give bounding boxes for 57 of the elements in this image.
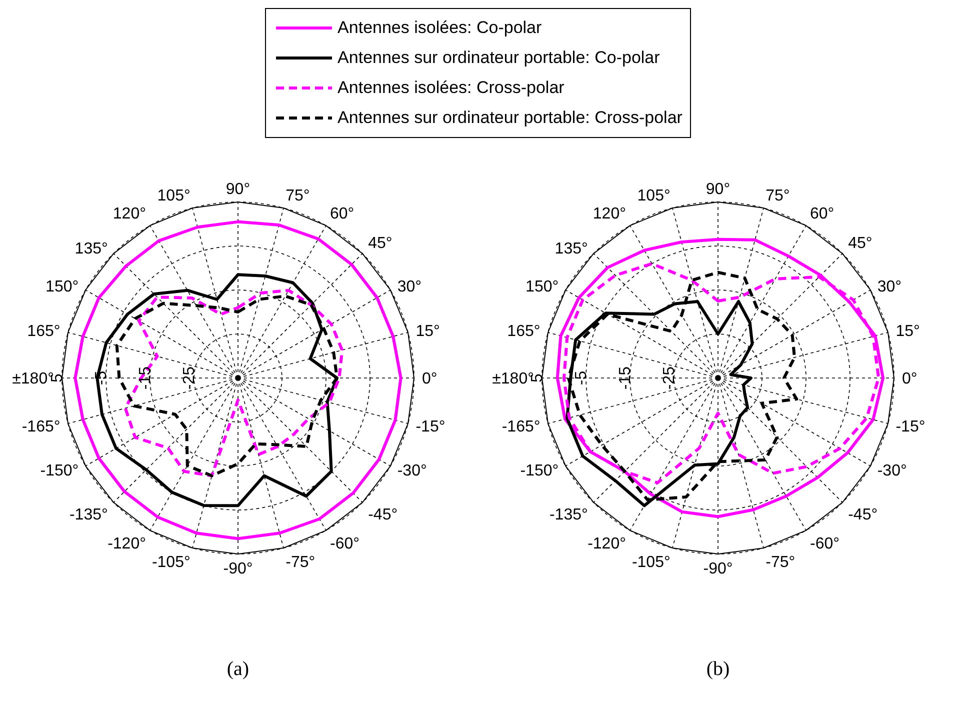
spoke-label: 45° (368, 234, 392, 252)
spoke-label: -150° (40, 462, 79, 480)
spoke-label: -135° (549, 506, 588, 524)
spoke-label: 45° (848, 234, 872, 252)
spoke-label: -120° (108, 536, 146, 553)
spoke-label: -45° (368, 506, 398, 524)
spoke-label: -15° (416, 418, 446, 436)
legend-label: Antennes sur ordinateur portable: Cross-polar (338, 108, 682, 128)
spoke-label: -135° (69, 506, 108, 524)
spoke-label: 15° (896, 323, 920, 340)
spoke-label: 60° (810, 206, 834, 223)
spoke-label: 105° (157, 187, 190, 204)
spoke-label: -75° (286, 554, 316, 572)
spoke-label: 150° (526, 278, 559, 296)
text: (a) (226, 658, 250, 681)
spoke-label: -105° (152, 554, 190, 572)
spoke-label: -60° (810, 536, 840, 553)
spoke-label: -165° (502, 418, 540, 436)
legend-label: Antennes isolées: Cross-polar (338, 78, 564, 98)
spoke-label: -120° (588, 536, 626, 553)
y-tick-label: -5 (573, 370, 590, 386)
spoke-label: 30° (877, 278, 902, 296)
legend-label: Antennes sur ordinateur portable: Co-polar (338, 48, 660, 68)
spoke-label: 165° (27, 323, 60, 340)
spoke-label: 135° (554, 240, 588, 258)
spoke-label: -60° (330, 536, 360, 553)
spoke-label: -105° (632, 554, 670, 572)
spoke-label: 15° (416, 323, 440, 340)
spoke-label: -150° (520, 462, 559, 480)
spoke-label: 75° (286, 187, 310, 204)
spoke-label: -30° (877, 462, 907, 480)
spoke-label: 165° (507, 323, 540, 340)
y-tick-label: -15 (137, 366, 154, 390)
spoke-label: 90° (226, 181, 250, 198)
spoke-label: 135° (74, 240, 108, 258)
spoke-label: -90° (223, 560, 253, 578)
spoke-label: 120° (592, 206, 626, 223)
spoke-label: 105° (637, 187, 670, 204)
spoke-label: 0° (422, 370, 438, 388)
spoke-label: -15° (896, 418, 926, 436)
spoke-label: 90° (706, 181, 730, 198)
spoke-label: -165° (22, 418, 60, 436)
spoke-label: 120° (112, 206, 146, 223)
spoke-label: 150° (46, 278, 79, 296)
spoke-label: -75° (766, 554, 796, 572)
y-tick-label: -25 (181, 366, 198, 390)
spoke-label: 30° (397, 278, 422, 296)
legend-label: Antennes isolées: Co-polar (338, 18, 542, 38)
text: (b) (706, 658, 730, 681)
spoke-label: 0° (902, 370, 918, 388)
spoke-label: 60° (330, 206, 354, 223)
y-tick-label: -25 (661, 366, 678, 390)
spoke-label: 75° (766, 187, 790, 204)
spoke-label: -45° (848, 506, 878, 524)
spoke-label: -90° (703, 560, 733, 578)
spoke-label: -30° (397, 462, 427, 480)
y-tick-label: -15 (617, 366, 634, 390)
